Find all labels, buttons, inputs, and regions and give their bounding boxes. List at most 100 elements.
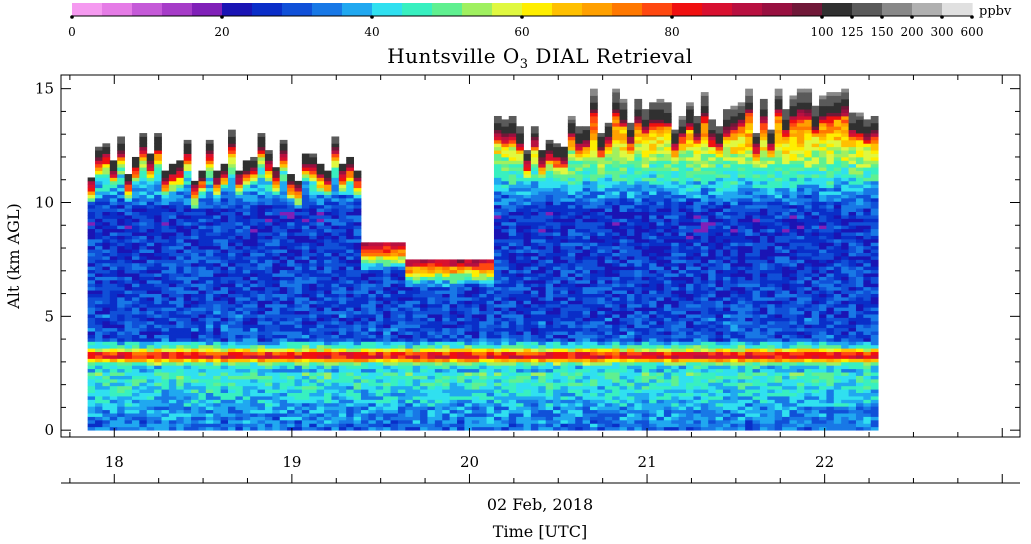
heatmap-cell bbox=[553, 180, 561, 185]
heatmap-cell bbox=[309, 372, 318, 376]
heatmap-cell bbox=[87, 402, 96, 407]
heatmap-cell bbox=[397, 296, 406, 301]
heatmap-cell bbox=[412, 426, 421, 431]
heatmap-cell bbox=[501, 355, 510, 359]
heatmap-cell bbox=[545, 266, 554, 271]
heatmap-cell bbox=[464, 399, 473, 404]
heatmap-cell bbox=[420, 416, 428, 421]
heatmap-cell bbox=[427, 389, 436, 394]
heatmap-cell bbox=[471, 399, 480, 404]
heatmap-cell bbox=[405, 348, 414, 353]
heatmap-cell bbox=[279, 273, 288, 277]
heatmap-cell bbox=[87, 191, 96, 195]
heatmap-cell bbox=[257, 399, 266, 404]
heatmap-cell bbox=[412, 317, 421, 322]
heatmap-cell bbox=[242, 337, 251, 342]
heatmap-cell bbox=[235, 228, 244, 233]
heatmap-cell bbox=[257, 235, 266, 240]
heatmap-cell bbox=[567, 372, 576, 376]
heatmap-cell bbox=[279, 392, 288, 397]
heatmap-cell bbox=[553, 358, 561, 363]
heatmap-cell bbox=[228, 276, 236, 281]
heatmap-cell bbox=[264, 197, 273, 202]
heatmap-cell bbox=[486, 324, 495, 329]
heatmap-cell bbox=[279, 225, 288, 230]
heatmap-cell bbox=[272, 368, 281, 373]
heatmap-cell bbox=[471, 378, 480, 383]
heatmap-cell bbox=[493, 197, 502, 202]
heatmap-cell bbox=[338, 361, 347, 366]
heatmap-cell bbox=[228, 235, 236, 240]
heatmap-cell bbox=[161, 184, 170, 189]
heatmap-cell bbox=[516, 426, 524, 431]
heatmap-cell bbox=[553, 218, 561, 223]
heatmap-cell bbox=[242, 396, 251, 400]
heatmap-cell bbox=[228, 129, 236, 134]
heatmap-cell bbox=[279, 361, 288, 366]
heatmap-cell bbox=[279, 409, 288, 414]
heatmap-cell bbox=[390, 303, 399, 308]
heatmap-cell bbox=[228, 221, 236, 226]
heatmap-cell bbox=[257, 170, 266, 175]
heatmap-cell bbox=[176, 396, 185, 400]
heatmap-cell bbox=[530, 225, 539, 230]
heatmap-cell bbox=[168, 187, 177, 192]
heatmap-cell bbox=[390, 382, 399, 387]
heatmap-cell bbox=[257, 211, 266, 216]
heatmap-cell bbox=[294, 389, 303, 394]
heatmap-cell bbox=[146, 351, 155, 356]
heatmap-cell bbox=[501, 416, 510, 421]
heatmap-cell bbox=[538, 276, 547, 281]
heatmap-cell bbox=[117, 221, 125, 226]
heatmap-cell bbox=[250, 180, 258, 185]
heatmap-cell bbox=[493, 276, 502, 281]
heatmap-cell bbox=[397, 409, 406, 414]
heatmap-cell bbox=[457, 266, 465, 271]
heatmap-cell bbox=[575, 334, 584, 339]
heatmap-cell bbox=[117, 382, 125, 387]
heatmap-cell bbox=[139, 256, 148, 260]
heatmap-cell bbox=[279, 197, 288, 202]
heatmap-cell bbox=[553, 290, 561, 294]
heatmap-cell bbox=[553, 331, 561, 335]
heatmap-cell bbox=[553, 286, 561, 291]
heatmap-cell bbox=[161, 368, 170, 373]
heatmap-cell bbox=[228, 266, 236, 271]
heatmap-cell bbox=[545, 296, 554, 301]
heatmap-cell bbox=[493, 365, 502, 370]
heatmap-cell bbox=[530, 368, 539, 373]
heatmap-cell bbox=[154, 314, 162, 318]
heatmap-cell bbox=[287, 221, 295, 226]
heatmap-cell bbox=[235, 177, 244, 182]
heatmap-cell bbox=[486, 293, 495, 298]
heatmap-cell bbox=[493, 310, 502, 315]
heatmap-cell bbox=[191, 358, 199, 363]
heatmap-cell bbox=[183, 361, 192, 366]
heatmap-cell bbox=[205, 396, 214, 400]
heatmap-cell bbox=[464, 327, 473, 332]
heatmap-cell bbox=[205, 317, 214, 322]
heatmap-cell bbox=[264, 416, 273, 421]
heatmap-cell bbox=[575, 139, 584, 144]
heatmap-cell bbox=[176, 426, 185, 431]
heatmap-cell bbox=[287, 238, 295, 243]
heatmap-cell bbox=[102, 337, 111, 342]
heatmap-cell bbox=[146, 303, 155, 308]
heatmap-cell bbox=[154, 409, 162, 414]
heatmap-cell bbox=[191, 399, 199, 404]
heatmap-cell bbox=[191, 256, 199, 260]
heatmap-cell bbox=[242, 252, 251, 257]
heatmap-cell bbox=[338, 228, 347, 233]
heatmap-cell bbox=[523, 279, 532, 284]
heatmap-cell bbox=[538, 314, 547, 318]
heatmap-cell bbox=[427, 355, 436, 359]
heatmap-cell bbox=[390, 314, 399, 318]
heatmap-cell bbox=[338, 266, 347, 271]
heatmap-cell bbox=[235, 249, 244, 253]
heatmap-cell bbox=[538, 341, 547, 346]
heatmap-cell bbox=[191, 242, 199, 247]
heatmap-cell bbox=[191, 197, 199, 202]
heatmap-cell bbox=[102, 396, 111, 400]
heatmap-cell bbox=[316, 276, 325, 281]
heatmap-cell bbox=[95, 273, 103, 277]
